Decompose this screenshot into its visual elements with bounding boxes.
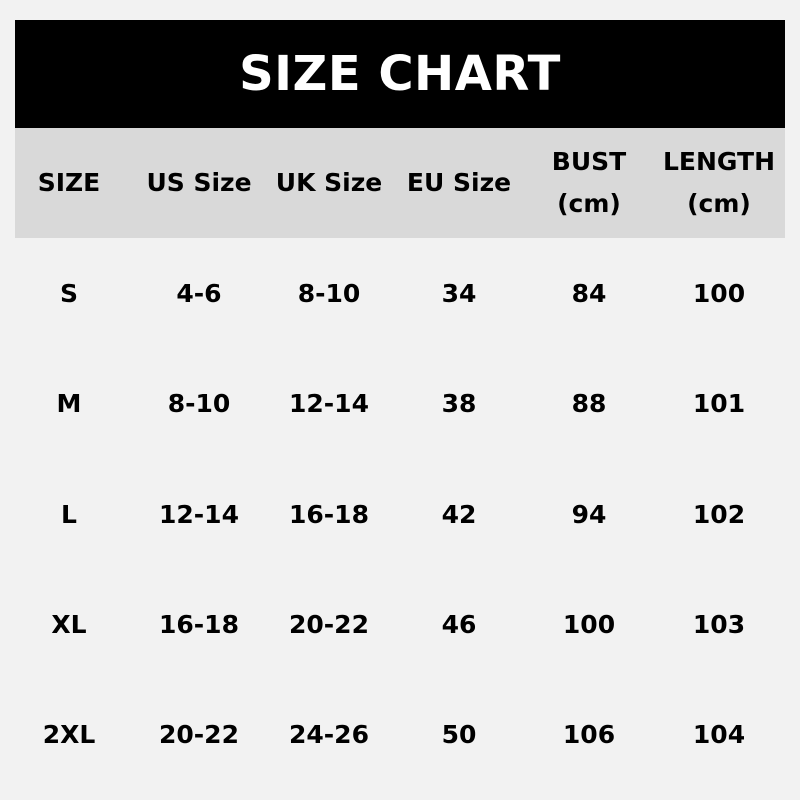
cell-us-size: 20-22 [159,720,239,749]
cell-length: 104 [692,720,746,749]
cell-bust: 88 [571,389,607,418]
column-header-size: SIZE [4,162,134,204]
cell-us-size: 12-14 [159,500,239,529]
cell-eu-size: 50 [441,720,477,749]
cell-bust: 100 [562,610,616,639]
cell-uk-size: 12-14 [289,389,369,418]
cell-uk-size: 20-22 [289,610,369,639]
header-unit: (cm) [687,189,751,218]
cell-length: 101 [692,389,746,418]
cell-us-size: 16-18 [159,610,239,639]
cell-size: 2XL [42,720,96,749]
cell-length: 103 [692,610,746,639]
header-line: LENGTH [663,147,775,176]
column-header-length: LENGTH (cm) [654,141,784,225]
table-row: XL 16-18 20-22 46 100 103 [0,604,800,654]
cell-size: L [61,500,77,529]
cell-length: 100 [692,279,746,308]
cell-us-size: 8-10 [167,389,231,418]
header-line: US Size [146,168,252,197]
header-unit: (cm) [557,189,621,218]
header-line: SIZE [37,168,101,197]
cell-eu-size: 34 [441,279,477,308]
cell-uk-size: 24-26 [289,720,369,749]
cell-size: XL [51,610,87,639]
cell-size: M [56,389,82,418]
cell-uk-size: 16-18 [289,500,369,529]
header-line: EU Size [406,168,512,197]
table-row: S 4-6 8-10 34 84 100 [0,273,800,323]
column-header-eu-size: EU Size [394,162,524,204]
table-row: 2XL 20-22 24-26 50 106 104 [0,714,800,764]
cell-eu-size: 38 [441,389,477,418]
title-banner: SIZE CHART [15,20,785,128]
table-row: L 12-14 16-18 42 94 102 [0,494,800,544]
cell-bust: 106 [562,720,616,749]
cell-eu-size: 46 [441,610,477,639]
cell-size: S [59,279,78,308]
cell-us-size: 4-6 [176,279,222,308]
cell-length: 102 [692,500,746,529]
cell-bust: 94 [571,500,607,529]
column-header-bust: BUST (cm) [524,141,654,225]
cell-bust: 84 [571,279,607,308]
column-header-uk-size: UK Size [264,162,394,204]
cell-uk-size: 8-10 [297,279,361,308]
page-title: SIZE CHART [239,46,561,102]
table-header: SIZE US Size UK Size EU Size BUST (cm) LENGTH (… [15,128,785,238]
table-row: M 8-10 12-14 38 88 101 [0,383,800,433]
header-line: BUST [551,147,627,176]
cell-eu-size: 42 [441,500,477,529]
column-header-us-size: US Size [134,162,264,204]
header-line: UK Size [275,168,383,197]
